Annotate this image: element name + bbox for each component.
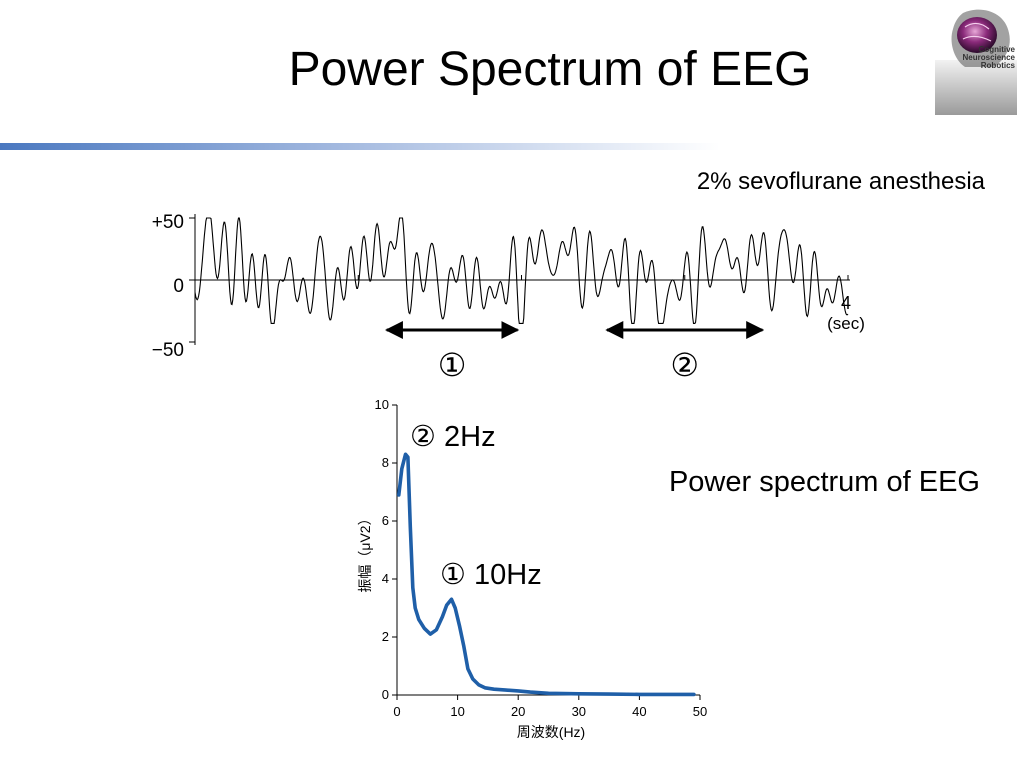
spectrum-x-tick-label: 0	[393, 704, 400, 719]
eeg-y-tick-label: −50	[152, 340, 184, 361]
eeg-waveform	[194, 217, 849, 324]
spectrum-x-ticks: 0 10 20 30 40 50	[393, 695, 707, 719]
eeg-x-end-label: 4	[841, 293, 851, 313]
logo-text-line: Robotics	[980, 61, 1015, 70]
spectrum-y-axis-label: 振幅（μV2）	[357, 511, 373, 592]
spectrum-y-tick-label: 0	[382, 687, 389, 702]
spectrum-y-tick-label: 4	[382, 571, 389, 586]
segment-2-label: ②	[670, 347, 699, 383]
eeg-x-unit-label: (sec)	[827, 314, 865, 333]
logo-text-line: Neuroscience	[962, 53, 1015, 62]
spectrum-y-tick-label: 2	[382, 629, 389, 644]
spectrum-x-tick-label: 20	[511, 704, 525, 719]
spectrum-x-tick-label: 30	[572, 704, 586, 719]
lab-logo: Cognitive Neuroscience Robotics	[935, 5, 1017, 115]
eeg-y-tick-label: +50	[152, 212, 184, 233]
segment-1-label: ①	[438, 347, 467, 383]
peak-2hz-annotation: ② 2Hz	[410, 421, 496, 453]
spectrum-y-tick-label: 10	[375, 397, 389, 412]
slide-title: Power Spectrum of EEG	[288, 43, 812, 96]
eeg-x-ticks	[357, 275, 849, 280]
spectrum-y-tick-label: 6	[382, 513, 389, 528]
spectrum-x-axis-label: 周波数(Hz)	[517, 724, 585, 740]
spectrum-y-ticks: 0 2 4 6 8 10	[375, 397, 397, 702]
spectrum-caption: Power spectrum of EEG	[668, 466, 980, 498]
logo-text-line: Cognitive	[978, 45, 1015, 54]
spectrum-x-tick-label: 40	[632, 704, 646, 719]
spectrum-x-tick-label: 50	[693, 704, 707, 719]
spectrum-y-tick-label: 8	[382, 455, 389, 470]
title-underline	[0, 143, 720, 150]
spectrum-series-line	[397, 452, 696, 697]
spectrum-x-tick-label: 10	[450, 704, 464, 719]
peak-10hz-annotation: ① 10Hz	[440, 559, 542, 591]
eeg-trace-chart: +50 0 −50 4 (sec) ① ②	[152, 212, 865, 383]
eeg-y-tick-label: 0	[173, 276, 184, 297]
power-spectrum-chart: 0 2 4 6 8 10 0 10 20 30 40 50 周波数(Hz) 振幅（μV2） ② 2H…	[357, 397, 707, 740]
eeg-condition-label: 2% sevoflurane anesthesia	[696, 168, 985, 195]
brain-head-icon	[935, 9, 1017, 115]
